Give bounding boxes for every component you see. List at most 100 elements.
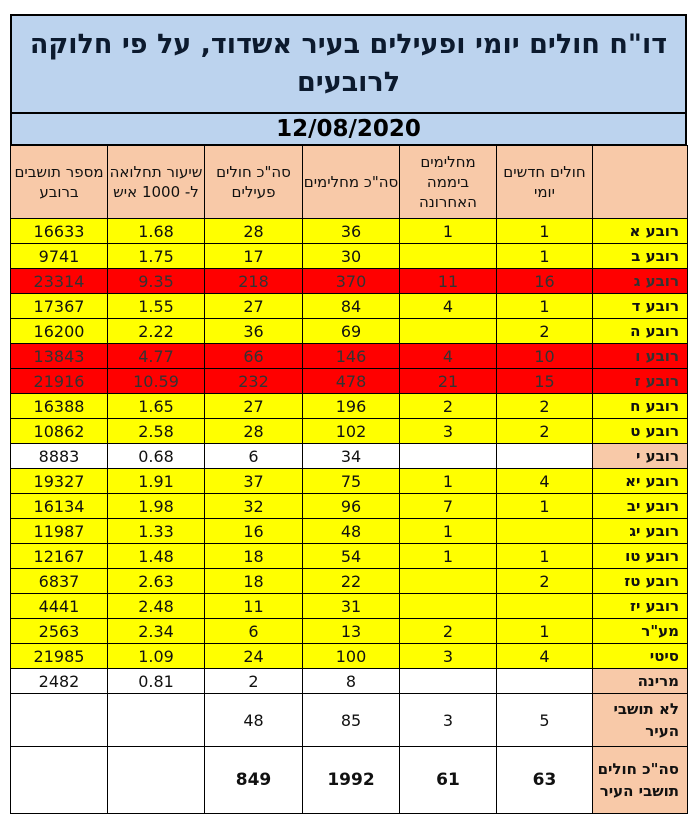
cell-residents: 12167	[10, 543, 108, 569]
cell-rate: 2.34	[107, 618, 205, 644]
cell-active: 2	[204, 668, 303, 694]
cell-recovered-24h: 1	[399, 218, 497, 244]
cell-recovered: 69	[302, 318, 400, 344]
cell-active: 16	[204, 518, 303, 544]
cell-rate: 1.09	[107, 643, 205, 669]
cell-name: סיטי	[592, 643, 688, 669]
cell-active: 6	[204, 618, 303, 644]
cell-residents: 16633	[10, 218, 108, 244]
cell-recovered-24h	[399, 593, 497, 619]
cell-rate: 1.68	[107, 218, 205, 244]
cell-active: 6	[204, 443, 303, 469]
cell-new-daily: 63	[496, 746, 593, 814]
table-row: 11987 1.33 16 48 1 רובע יג	[10, 518, 688, 544]
cell-recovered-24h	[399, 443, 497, 469]
cell-name: רובע ז	[592, 368, 688, 394]
cell-recovered-24h: 4	[399, 293, 497, 319]
header-new-daily: חולים חדשים יומי	[496, 145, 593, 219]
cell-active: 32	[204, 493, 303, 519]
cell-residents: 9741	[10, 243, 108, 269]
table-row: 12167 1.48 18 54 1 1 רובע טו	[10, 543, 688, 569]
cell-new-daily: 16	[496, 268, 593, 294]
table-row: 2482 0.81 2 8 מרינה	[10, 668, 688, 694]
table-row: 16388 1.65 27 196 2 2 רובע ח	[10, 393, 688, 419]
cell-active: 24	[204, 643, 303, 669]
table-header-row: מספר תושבים ברובע שיעור תחלואה ל- 1000 א…	[10, 145, 688, 219]
cell-residents: 10862	[10, 418, 108, 444]
cell-active: 18	[204, 543, 303, 569]
neighborhood-table: מספר תושבים ברובע שיעור תחלואה ל- 1000 א…	[10, 145, 688, 814]
cell-new-daily: 2	[496, 318, 593, 344]
table-row: 21985 1.09 24 100 3 4 סיטי	[10, 643, 688, 669]
cell-new-daily: 2	[496, 393, 593, 419]
non-residents-row: 48 85 3 5 לא תושבי העיר	[10, 693, 688, 747]
cell-name: רובע ג	[592, 268, 688, 294]
cell-new-daily: 5	[496, 693, 593, 747]
report-container: דו"ח חולים יומי ופעילים בעיר אשדוד, על פ…	[10, 14, 688, 814]
cell-active: 28	[204, 218, 303, 244]
cell-name: מרינה	[592, 668, 688, 694]
cell-name: רובע ט	[592, 418, 688, 444]
cell-recovered: 36	[302, 218, 400, 244]
cell-rate: 1.98	[107, 493, 205, 519]
cell-recovered: 22	[302, 568, 400, 594]
cell-active: 28	[204, 418, 303, 444]
cell-recovered: 96	[302, 493, 400, 519]
cell-residents	[10, 746, 108, 814]
cell-rate: 9.35	[107, 268, 205, 294]
cell-name: רובע יג	[592, 518, 688, 544]
cell-new-daily: 4	[496, 643, 593, 669]
cell-recovered-24h: 1	[399, 543, 497, 569]
cell-recovered: 478	[302, 368, 400, 394]
cell-recovered: 8	[302, 668, 400, 694]
table-row: 8883 0.68 6 34 רובע י	[10, 443, 688, 469]
cell-recovered-24h: 21	[399, 368, 497, 394]
cell-name: רובע יז	[592, 593, 688, 619]
cell-recovered-24h: 1	[399, 468, 497, 494]
cell-residents: 16388	[10, 393, 108, 419]
cell-new-daily: 4	[496, 468, 593, 494]
cell-new-daily: 1	[496, 293, 593, 319]
cell-new-daily: 1	[496, 618, 593, 644]
cell-residents: 21916	[10, 368, 108, 394]
cell-new-daily	[496, 443, 593, 469]
cell-rate: 1.33	[107, 518, 205, 544]
cell-new-daily: 10	[496, 343, 593, 369]
table-row: 2563 2.34 6 13 2 1 מע"ר	[10, 618, 688, 644]
cell-recovered: 75	[302, 468, 400, 494]
table-row: 21916 10.59 232 478 21 15 רובע ז	[10, 368, 688, 394]
cell-name: סה"כ חולים תושבי העיר	[592, 746, 688, 814]
cell-new-daily: 1	[496, 493, 593, 519]
cell-recovered: 13	[302, 618, 400, 644]
cell-recovered: 54	[302, 543, 400, 569]
cell-active: 27	[204, 293, 303, 319]
cell-rate: 2.63	[107, 568, 205, 594]
cell-name: לא תושבי העיר	[592, 693, 688, 747]
cell-rate: 0.68	[107, 443, 205, 469]
report-date: 12/08/2020	[10, 113, 687, 145]
cell-recovered-24h: 3	[399, 693, 497, 747]
cell-new-daily: 1	[496, 218, 593, 244]
cell-recovered-24h	[399, 568, 497, 594]
cell-active: 18	[204, 568, 303, 594]
cell-new-daily: 2	[496, 568, 593, 594]
cell-active: 48	[204, 693, 303, 747]
cell-rate: 2.22	[107, 318, 205, 344]
table-row: 16633 1.68 28 36 1 1 רובע א	[10, 218, 688, 244]
cell-active: 36	[204, 318, 303, 344]
cell-recovered-24h: 3	[399, 643, 497, 669]
cell-active: 218	[204, 268, 303, 294]
report-title: דו"ח חולים יומי ופעילים בעיר אשדוד, על פ…	[10, 14, 687, 113]
cell-recovered: 146	[302, 343, 400, 369]
cell-residents: 2563	[10, 618, 108, 644]
cell-recovered-24h	[399, 243, 497, 269]
cell-rate	[107, 693, 205, 747]
cell-residents: 6837	[10, 568, 108, 594]
cell-residents: 16134	[10, 493, 108, 519]
cell-name: מע"ר	[592, 618, 688, 644]
cell-new-daily: 1	[496, 543, 593, 569]
cell-new-daily: 15	[496, 368, 593, 394]
cell-name: רובע טו	[592, 543, 688, 569]
cell-recovered: 34	[302, 443, 400, 469]
table-row: 13843 4.77 66 146 4 10 רובע ו	[10, 343, 688, 369]
